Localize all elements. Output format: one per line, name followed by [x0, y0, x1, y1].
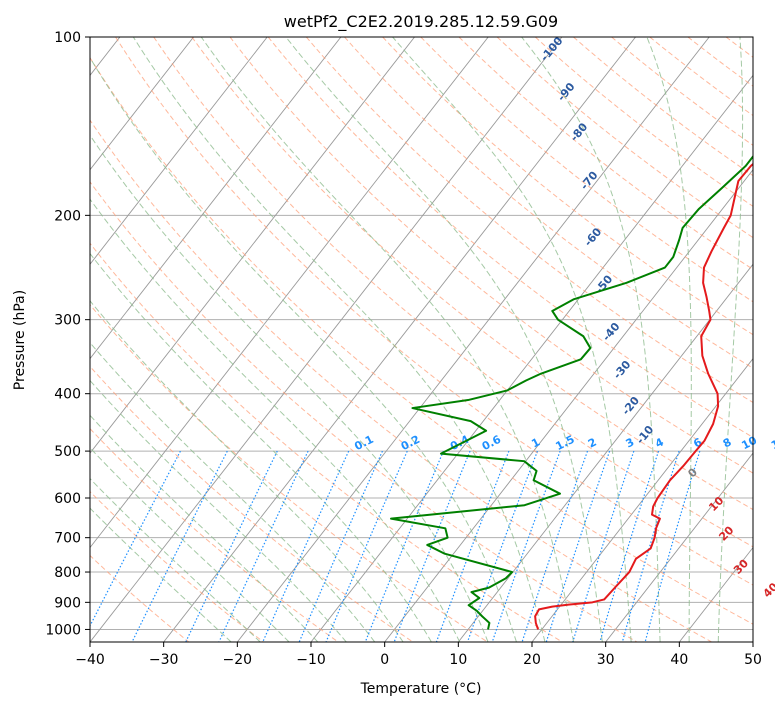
- mixing-ratio-line: [262, 450, 350, 642]
- mixing-ratio-line: [491, 450, 561, 642]
- dry-adiabat-60: [115, 37, 753, 586]
- moist-adiabat--8: [90, 379, 347, 642]
- mixing-ratio-line: [185, 450, 278, 642]
- x-axis-label: Temperature (°C): [360, 681, 482, 697]
- x-tick-label: −10: [296, 652, 326, 668]
- mixing-ratio-lines: [90, 450, 701, 642]
- y-axis-ticks: 100 200 300 400 500 600 700 800 900 1000: [45, 30, 90, 638]
- chart-title: wetPf2_C2E2.2019.285.12.59.G09: [284, 12, 558, 32]
- moist-adiabat-16: [90, 56, 517, 642]
- isotherm--70: [90, 37, 342, 360]
- dry-adiabat-110: [305, 37, 753, 404]
- dry-adiabat-20: [90, 242, 563, 642]
- dewpoint-profile: [390, 154, 753, 630]
- dry-adiabat-50: [90, 56, 753, 625]
- dry-adiabat-40: [90, 119, 712, 642]
- y-tick-label: 300: [54, 313, 81, 329]
- y-tick-label: 500: [54, 444, 81, 460]
- dry-adiabat--20: [90, 490, 264, 642]
- dry-adiabat-90: [229, 37, 753, 474]
- x-tick-label: −20: [223, 652, 253, 668]
- dry-adiabat-lines: [90, 37, 753, 642]
- moist-adiabat--12: [90, 414, 319, 642]
- mixing-ratio-line: [466, 450, 539, 642]
- temperature-profile: [534, 162, 753, 630]
- moist-adiabat-12: [90, 134, 489, 642]
- dry-adiabat-120: [344, 37, 753, 369]
- isotherm--90: [90, 37, 194, 171]
- isotherm--50: [90, 37, 489, 549]
- isotherm-20: [531, 357, 753, 642]
- y-tick-label: 700: [54, 531, 81, 547]
- dry-adiabat-10: [90, 303, 488, 642]
- dry-adiabat-160: [496, 37, 753, 239]
- y-tick-label: 600: [54, 491, 81, 507]
- dry-adiabat-80: [191, 37, 753, 511]
- x-axis-ticks: −40 −30 −20 −10 0 10 20 30 40 50: [75, 642, 762, 668]
- isotherm--60: [90, 37, 415, 454]
- dry-adiabat-70: [153, 37, 753, 548]
- moist-adiabat--16: [90, 447, 290, 642]
- moist-adiabat-lines: [90, 37, 744, 642]
- isotherm-10: [457, 263, 753, 642]
- mixing-ratio-label: 13: [769, 434, 775, 453]
- dry-adiabat-140: [420, 37, 753, 303]
- y-tick-label: 800: [54, 565, 81, 581]
- x-tick-label: −30: [149, 652, 179, 668]
- isotherm--40: [90, 37, 563, 642]
- x-tick-label: 50: [744, 652, 762, 668]
- plot-frame: [89, 36, 754, 643]
- x-tick-label: 0: [380, 652, 389, 668]
- mixing-ratio-line: [435, 450, 510, 642]
- moist-adiabat--4: [90, 341, 376, 642]
- moist-adiabat-28: [285, 37, 603, 642]
- moist-adiabat-40: [646, 37, 692, 642]
- plot-area: [90, 37, 753, 642]
- mixing-ratio-line: [90, 450, 181, 628]
- y-tick-label: 1000: [45, 622, 81, 638]
- isotherm--10: [310, 74, 753, 642]
- mixing-ratio-line: [644, 450, 701, 642]
- mixing-ratio-line: [364, 450, 444, 642]
- mixing-ratio-line: [131, 450, 228, 642]
- moist-adiabat-24: [200, 37, 575, 642]
- y-tick-label: 400: [54, 387, 81, 403]
- moist-adiabat-36: [521, 37, 661, 642]
- dry-adiabat--10: [90, 427, 339, 642]
- isotherm-lines: [90, 37, 753, 642]
- x-tick-label: 20: [523, 652, 541, 668]
- y-axis-label: Pressure (hPa): [12, 290, 28, 390]
- x-tick-label: 10: [449, 652, 467, 668]
- y-tick-label: 900: [54, 595, 81, 611]
- isotherm--80: [90, 37, 268, 265]
- mixing-ratio-line: [218, 450, 309, 642]
- moist-adiabat-20: [132, 37, 546, 642]
- mixing-ratio-line: [521, 450, 589, 642]
- isotherm--30: [163, 37, 636, 642]
- moist-adiabat-44: [717, 37, 744, 642]
- plot-border: [89, 36, 754, 643]
- dry-adiabat-130: [382, 37, 753, 336]
- isotherm-30: [605, 452, 753, 642]
- y-tick-label: 200: [54, 208, 81, 224]
- dry-adiabat-0: [90, 365, 414, 642]
- y-tick-label: 100: [54, 30, 81, 46]
- moist-adiabat-8: [90, 198, 461, 642]
- x-tick-label: −40: [75, 652, 105, 668]
- dry-adiabat-30: [90, 181, 638, 642]
- profile-series: [390, 154, 753, 630]
- mixing-ratio-label: 10: [740, 434, 760, 453]
- x-tick-label: 40: [670, 652, 688, 668]
- moist-adiabat-4: [90, 252, 432, 642]
- isotherm--20: [236, 37, 710, 642]
- x-tick-label: 30: [597, 652, 615, 668]
- moist-adiabat-32: [392, 37, 632, 642]
- isotherm-0: [384, 169, 753, 642]
- plot-background: [90, 37, 753, 642]
- dry-adiabat-180: [573, 37, 753, 177]
- dry-adiabat-100: [267, 37, 753, 438]
